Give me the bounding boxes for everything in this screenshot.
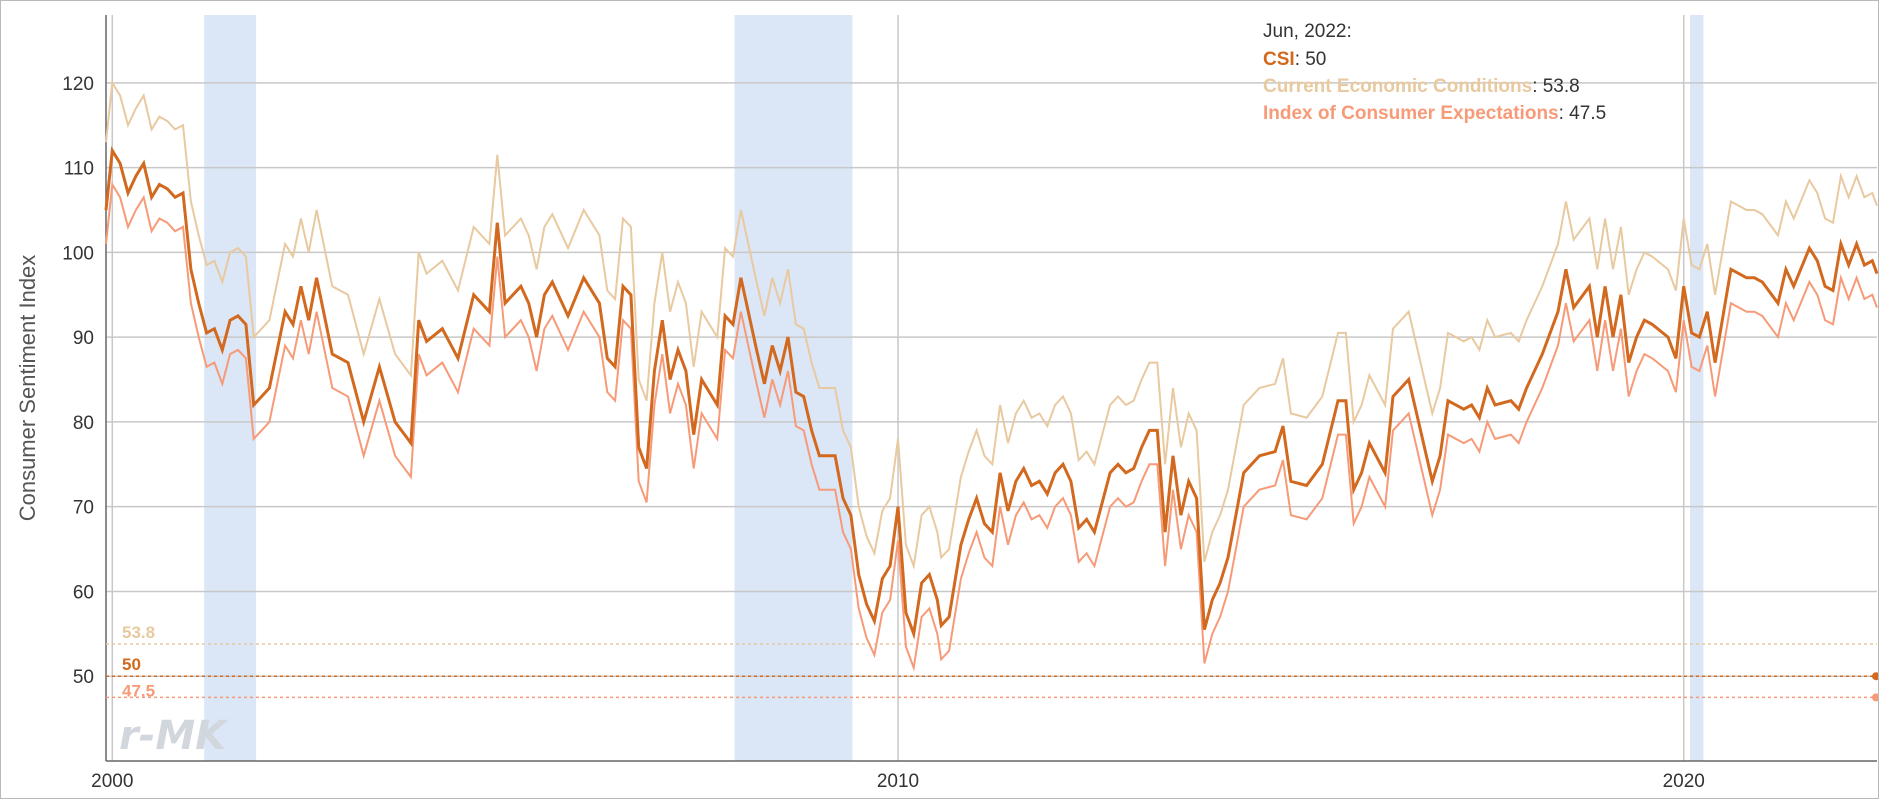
last-value-label: 53.8 — [122, 623, 155, 642]
last-value-label: 47.5 — [122, 681, 155, 700]
tooltip-date: Jun, 2022: — [1263, 21, 1352, 42]
csi-end-marker — [1872, 672, 1878, 681]
last-value-label: 50 — [122, 655, 141, 674]
y-tick-label: 120 — [62, 74, 94, 95]
expectations-end-marker — [1872, 693, 1878, 702]
y-tick-label: 90 — [73, 328, 94, 349]
y-tick-label: 80 — [73, 413, 94, 434]
y-tick-label: 50 — [73, 667, 94, 688]
y-tick-label: 60 — [73, 582, 94, 603]
tooltip-row: Index of Consumer Expectations: 47.5 — [1263, 103, 1606, 124]
recession-band — [204, 15, 257, 761]
y-tick-label: 70 — [73, 498, 94, 519]
x-tick-label: 2000 — [91, 771, 133, 792]
x-tick-label: 2020 — [1663, 771, 1705, 792]
consumer-expectations-line — [105, 181, 1878, 672]
y-tick-label: 100 — [62, 243, 94, 264]
recession-band — [1690, 15, 1704, 761]
tooltip-row: CSI: 50 — [1263, 49, 1326, 70]
y-tick-label: 110 — [64, 159, 94, 180]
csi-line — [104, 146, 1878, 640]
y-axis-title: Consumer Sentiment Index — [15, 255, 40, 522]
x-tick-label: 2010 — [877, 771, 919, 792]
tooltip-row: Current Economic Conditions: 53.8 — [1263, 76, 1580, 97]
current-conditions-line — [105, 79, 1878, 570]
watermark-logo: r-MK — [119, 713, 229, 759]
